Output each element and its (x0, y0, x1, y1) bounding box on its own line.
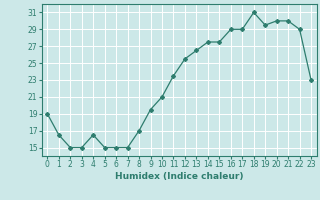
X-axis label: Humidex (Indice chaleur): Humidex (Indice chaleur) (115, 172, 244, 181)
